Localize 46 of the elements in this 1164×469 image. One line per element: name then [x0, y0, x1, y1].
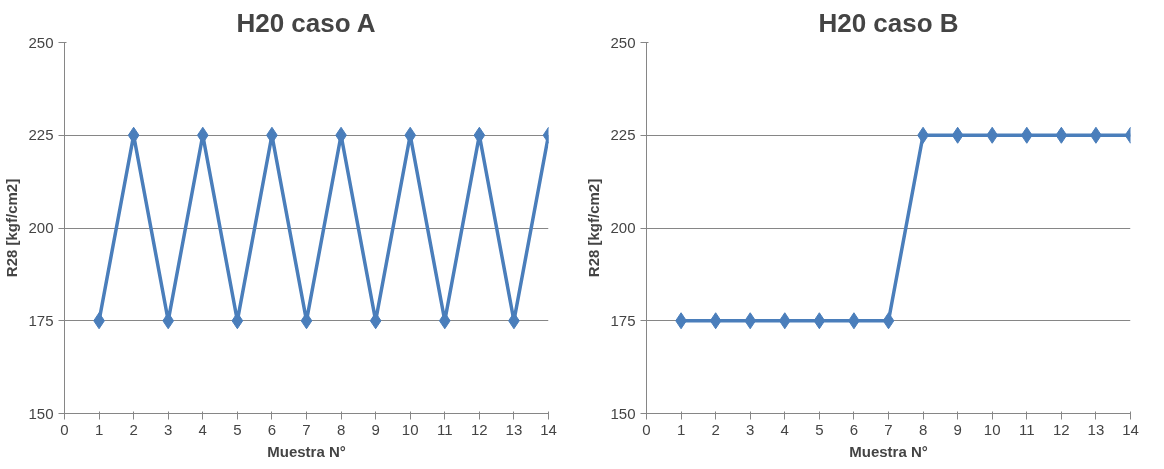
x-tick-label: 6: [849, 420, 859, 438]
x-tick-label: 13: [1087, 420, 1105, 438]
x-tick-label: 0: [60, 420, 69, 438]
y-tick-label: 250: [610, 33, 636, 51]
x-tick-label: 11: [437, 420, 453, 438]
x-tick-label: 10: [401, 420, 419, 438]
x-tick-label: 1: [94, 420, 104, 438]
x-tick-label: 8: [336, 420, 346, 438]
x-tick-label: 12: [471, 420, 488, 438]
x-tick-label: 14: [1122, 420, 1139, 438]
y-axis-title: R28 [kgf/cm2]: [3, 178, 21, 278]
x-tick-label: 8: [918, 420, 928, 438]
x-tick-label: 5: [815, 420, 824, 438]
x-tick-label: 0: [642, 420, 651, 438]
x-tick-label: 3: [746, 420, 755, 438]
x-tick-label: 10: [983, 420, 1001, 438]
x-tick-label: 7: [884, 420, 893, 438]
x-tick-label: 1: [676, 420, 686, 438]
y-tick-label: 150: [28, 404, 54, 422]
y-tick-label: 225: [610, 126, 636, 144]
x-axis-title: Muestra N°: [849, 442, 928, 460]
x-tick-label: 12: [1053, 420, 1070, 438]
x-tick-label: 2: [129, 420, 138, 438]
x-tick-label: 13: [505, 420, 523, 438]
x-tick-label: 3: [164, 420, 173, 438]
x-tick-label: 9: [371, 420, 380, 438]
y-tick-label: 200: [28, 219, 54, 236]
x-tick-label: 6: [267, 420, 277, 438]
y-tick-label: 175: [610, 311, 636, 329]
x-axis-title: Muestra N°: [267, 442, 346, 460]
y-axis-title: R28 [kgf/cm2]: [585, 178, 603, 278]
x-tick-label: 5: [233, 420, 242, 438]
y-tick-label: 175: [28, 311, 54, 329]
x-tick-label: 4: [198, 420, 207, 438]
x-tick-label: 14: [540, 420, 557, 438]
chart-title: H20 caso A: [236, 7, 376, 38]
x-tick-label: 4: [780, 420, 789, 438]
chart-title: H20 caso B: [818, 7, 959, 38]
y-tick-label: 225: [28, 126, 54, 144]
x-tick-label: 9: [953, 420, 962, 438]
y-tick-label: 200: [610, 219, 636, 236]
y-tick-label: 150: [610, 404, 636, 422]
x-tick-label: 11: [1019, 420, 1035, 438]
y-tick-label: 250: [28, 33, 54, 51]
x-tick-label: 7: [302, 420, 311, 438]
x-tick-label: 2: [711, 420, 720, 438]
